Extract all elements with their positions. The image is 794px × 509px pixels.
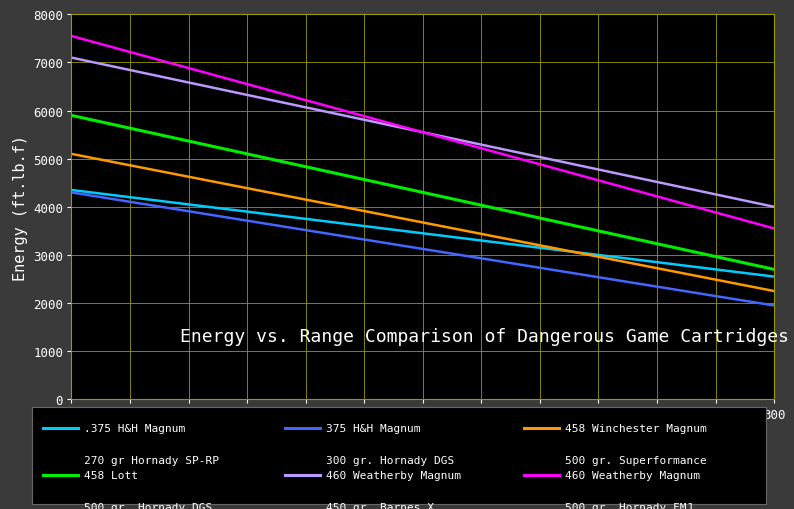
Text: .375 H&H Magnum: .375 H&H Magnum	[84, 423, 185, 434]
Text: 450 gr. Barnes X: 450 gr. Barnes X	[326, 502, 434, 509]
Text: 460 Weatherby Magnum: 460 Weatherby Magnum	[326, 470, 461, 480]
Text: 375 H&H Magnum: 375 H&H Magnum	[326, 423, 421, 434]
Text: 458 Winchester Magnum: 458 Winchester Magnum	[565, 423, 707, 434]
Text: Energy vs. Range Comparison of Dangerous Game Cartridges: Energy vs. Range Comparison of Dangerous…	[180, 328, 789, 346]
Text: 500 gr. Superformance: 500 gr. Superformance	[565, 456, 707, 465]
Text: 458 Lott: 458 Lott	[84, 470, 138, 480]
X-axis label: Range (yds): Range (yds)	[372, 427, 473, 441]
Text: 500 gr. Hornady FMJ: 500 gr. Hornady FMJ	[565, 502, 693, 509]
Text: 300 gr. Hornady DGS: 300 gr. Hornady DGS	[326, 456, 454, 465]
Text: 460 Weatherby Magnum: 460 Weatherby Magnum	[565, 470, 700, 480]
Text: 500 gr. Hornady DGS: 500 gr. Hornady DGS	[84, 502, 212, 509]
Text: 270 gr Hornady SP-RP: 270 gr Hornady SP-RP	[84, 456, 219, 465]
Y-axis label: Energy (ft.lb.f): Energy (ft.lb.f)	[13, 134, 28, 280]
